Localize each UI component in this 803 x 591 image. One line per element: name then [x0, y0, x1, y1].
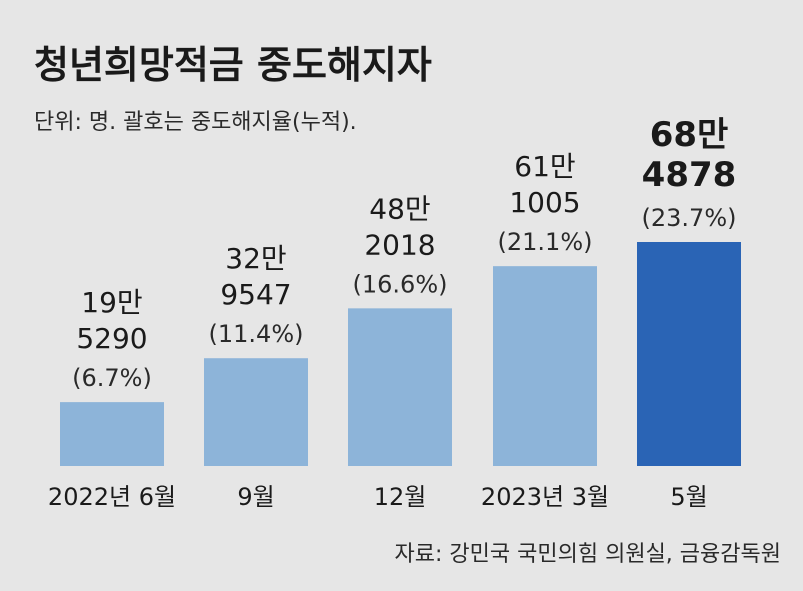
bar-value-label: 4878: [642, 155, 737, 195]
bar-rate-label: (6.7%): [72, 364, 152, 392]
bar: [204, 358, 308, 466]
bar-value-label: 61만: [514, 150, 575, 183]
bar-value-label: 48만: [369, 192, 430, 225]
bar-value-label: 5290: [76, 322, 147, 355]
bar-rate-label: (23.7%): [642, 204, 737, 232]
x-tick-label: 5월: [670, 483, 707, 511]
chart-title: 청년희망적금 중도해지자: [34, 43, 432, 87]
x-tick-label: 2022년 6월: [48, 483, 176, 511]
unit-note: 단위: 명. 괄호는 중도해지율(누적).: [34, 110, 357, 135]
x-tick-label: 12월: [374, 483, 427, 511]
bar-value-label: 2018: [364, 228, 435, 261]
source-note: 자료: 강민국 국민의힘 의원실, 금융감독원: [394, 542, 781, 567]
bar-value-label: 68만: [650, 115, 729, 155]
bar-rate-label: (16.6%): [353, 270, 448, 298]
bar-value-label: 32만: [225, 242, 286, 275]
bar: [637, 242, 741, 466]
bar-value-label: 9547: [220, 278, 291, 311]
bar: [60, 402, 164, 466]
x-tick-label: 2023년 3월: [481, 483, 609, 511]
bar-rate-label: (11.4%): [209, 320, 304, 348]
bar-rate-label: (21.1%): [498, 228, 593, 256]
bar: [493, 266, 597, 466]
x-tick-label: 9월: [237, 483, 274, 511]
bar: [348, 308, 452, 466]
bar-value-label: 19만: [81, 286, 142, 319]
bar-value-label: 1005: [509, 186, 580, 219]
